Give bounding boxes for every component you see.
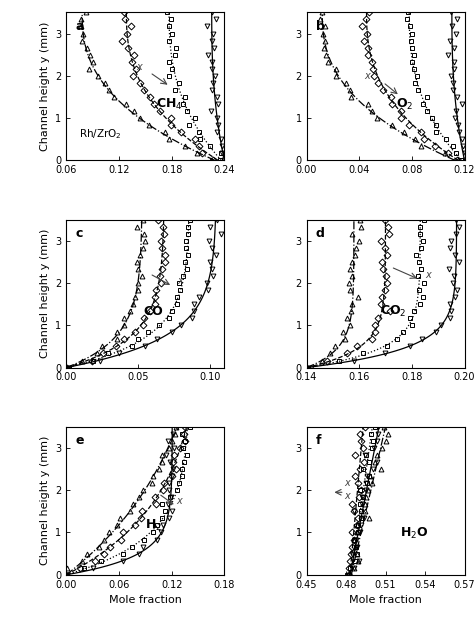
Text: Rh/ZrO$_2$: Rh/ZrO$_2$ [79,127,122,141]
Text: CH$_4$: CH$_4$ [155,96,182,112]
Y-axis label: Channel height y (mm): Channel height y (mm) [40,436,50,565]
Text: O$_2$: O$_2$ [396,96,413,112]
Text: H$_2$O: H$_2$O [400,526,428,541]
X-axis label: Mole fraction: Mole fraction [109,595,182,605]
Text: b: b [316,20,325,33]
Text: x: x [345,478,350,488]
Y-axis label: Channel height y (mm): Channel height y (mm) [40,22,50,151]
Y-axis label: Channel height y (mm): Channel height y (mm) [40,229,50,358]
Text: d: d [316,227,325,240]
Text: CO$_2$: CO$_2$ [380,304,407,319]
Text: H$_2$: H$_2$ [145,519,162,533]
Text: CO: CO [143,305,163,318]
Text: x: x [137,62,142,72]
Text: e: e [76,434,84,447]
Text: x: x [345,491,350,501]
Text: f: f [316,434,321,447]
Text: x: x [176,496,182,506]
Text: c: c [76,227,83,240]
X-axis label: Mole fraction: Mole fraction [349,595,422,605]
Text: a: a [76,20,84,33]
Text: x: x [425,269,430,279]
Text: x: x [177,276,182,286]
Text: x: x [364,71,370,82]
